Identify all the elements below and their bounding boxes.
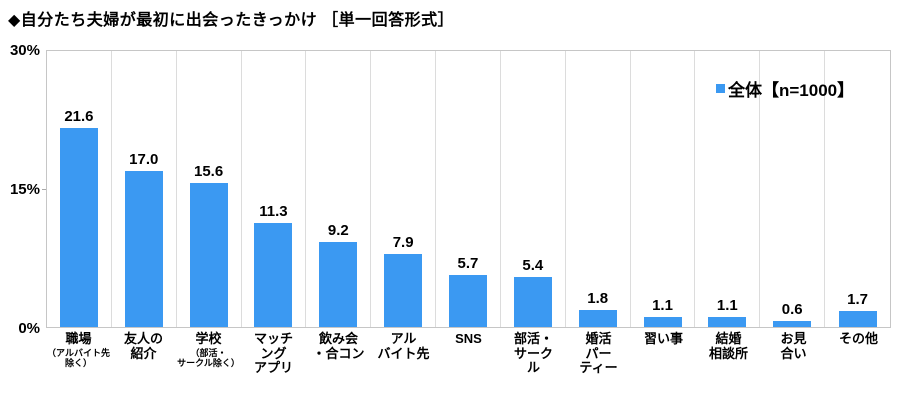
category-label-main: 部活・ サーク ル [513, 331, 553, 376]
category-label-main: 職場 [65, 331, 92, 346]
category-label-main: 習い事 [643, 331, 683, 346]
category-label-12: お見 合い [761, 331, 826, 376]
category-label-2: 友人の 紹介 [111, 331, 176, 376]
category-label-9: 婚活 パー ティー [566, 331, 631, 376]
bar-column-4: 11.3 [242, 51, 307, 327]
category-label-1: 職場 （アルバイト先 除く） [46, 331, 111, 376]
bar [513, 277, 552, 327]
category-label-main: SNS [455, 331, 482, 346]
value-label: 5.4 [522, 257, 544, 275]
category-label-4: マッチ ング アプリ [241, 331, 306, 376]
plot-area: 21.6 17.0 15.6 11.3 9.2 7.9 5.7 5.4 1.8 1.1 1.1 0.6… [46, 50, 891, 328]
category-label-main: 飲み会 ・合コン [312, 331, 365, 361]
category-label-sub: （アルバイト先 除く） [47, 347, 110, 369]
bar-column-12: 0.6 [760, 51, 826, 327]
bar [578, 310, 617, 327]
legend: 全体【n=1000】 [716, 76, 854, 101]
value-label: 1.7 [847, 291, 868, 309]
bar [319, 242, 358, 327]
category-label-main: 友人の 紹介 [123, 331, 163, 361]
category-label-main: アル バイト先 [377, 331, 430, 361]
value-label: 1.8 [587, 290, 609, 308]
bar [708, 316, 747, 327]
value-label: 15.6 [194, 163, 224, 181]
category-label-3: 学校 （部活・ サークル除く） [176, 331, 241, 376]
category-label-main: 学校 [195, 331, 222, 346]
value-label: 5.7 [457, 254, 479, 272]
value-label: 1.1 [716, 296, 738, 314]
category-label-main: お見 合い [780, 331, 807, 361]
bar-column-11: 1.1 [695, 51, 761, 327]
bar [59, 128, 98, 327]
bar-column-8: 5.4 [501, 51, 566, 327]
category-label-7: SNS [436, 331, 501, 376]
bar-column-10: 1.1 [631, 51, 696, 327]
category-label-5: 飲み会 ・合コン [306, 331, 371, 376]
category-label-13: その他 [826, 331, 891, 376]
value-label: 1.1 [652, 296, 673, 314]
category-label-main: 婚活 パー ティー [579, 331, 618, 376]
y-axis-tick-label-30: 30% [9, 42, 40, 59]
category-label-11: 結婚 相談所 [696, 331, 761, 376]
bar-column-1: 21.6 [47, 51, 112, 327]
category-label-8: 部活・ サーク ル [501, 331, 566, 376]
bar [643, 316, 682, 327]
bar-column-5: 9.2 [306, 51, 372, 327]
bar-column-3: 15.6 [177, 51, 242, 327]
value-label: 0.6 [781, 301, 803, 319]
bar [448, 274, 487, 327]
category-label-10: 習い事 [631, 331, 696, 376]
y-axis-tick-label-0: 0% [18, 320, 40, 337]
bar-column-7: 5.7 [436, 51, 501, 327]
value-label: 9.2 [327, 222, 349, 240]
value-label: 17.0 [129, 150, 159, 168]
chart-title: ◆自分たち夫婦が最初に出会ったきっかけ ［単一回答形式］ [8, 12, 455, 29]
y-axis-tick-label-15: 15% [9, 181, 40, 198]
value-label: 21.6 [64, 108, 94, 126]
value-label: 11.3 [259, 203, 288, 221]
category-label-main: その他 [838, 331, 878, 346]
bar [254, 223, 293, 327]
category-label-sub: （部活・ サークル除く） [177, 347, 240, 369]
legend-marker-icon [716, 84, 725, 93]
value-label: 7.9 [392, 234, 414, 252]
category-label-main: 結婚 相談所 [708, 331, 748, 361]
bar-column-6: 7.9 [371, 51, 437, 327]
bar-column-9: 1.8 [566, 51, 631, 327]
category-labels: 職場 （アルバイト先 除く） 友人の 紹介 学校 （部活・ サークル除く） マッチ ング … [46, 331, 891, 376]
legend-label: 全体【n=1000】 [728, 81, 855, 100]
category-label-main: マッチ ング アプリ [253, 331, 293, 376]
bar [773, 321, 812, 327]
bar [384, 254, 423, 327]
bar-column-2: 17.0 [112, 51, 177, 327]
bar [189, 183, 228, 327]
bar [838, 311, 877, 327]
bar-column-13: 1.7 [825, 51, 890, 327]
bar [124, 170, 163, 327]
category-label-6: アル バイト先 [371, 331, 436, 376]
